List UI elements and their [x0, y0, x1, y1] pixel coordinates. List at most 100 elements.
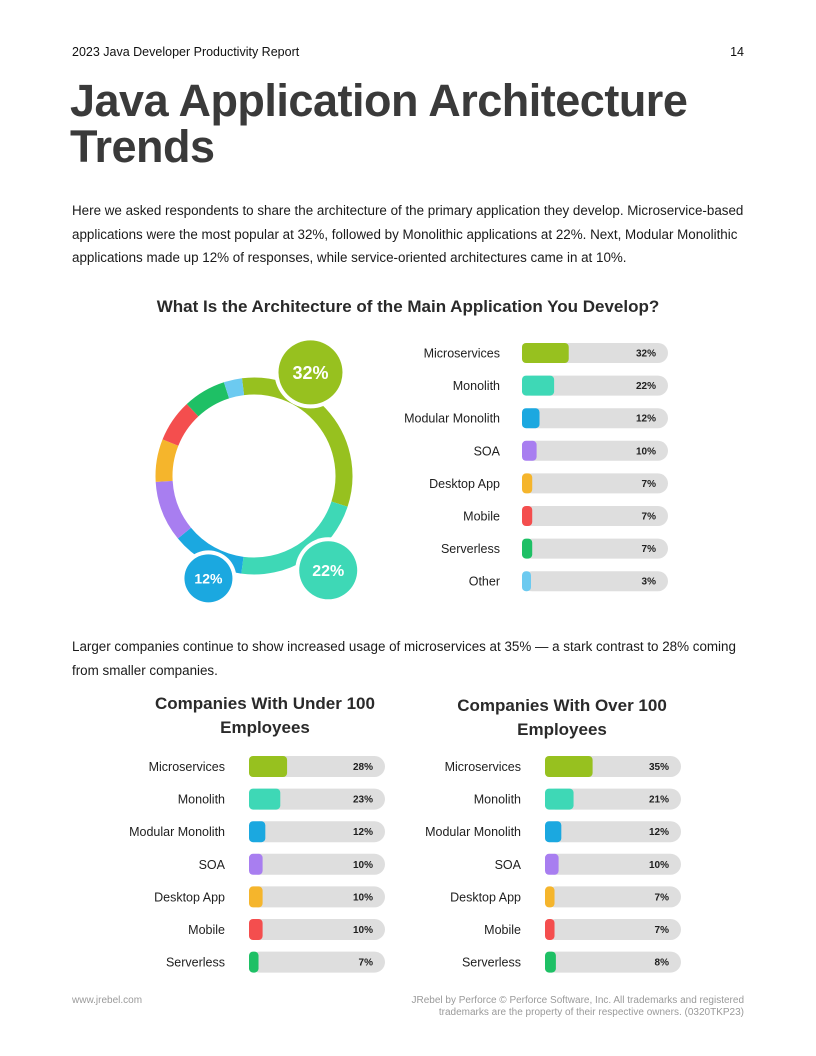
serverless-value-label: 7%	[642, 544, 657, 555]
desktop-app-value-label: 10%	[353, 892, 373, 903]
monolith-value-label: 22%	[636, 381, 656, 392]
main-chart-title: What Is the Architecture of the Main App…	[156, 297, 660, 316]
serverless-bar	[522, 538, 533, 559]
monolith-badge-label: 22%	[312, 563, 344, 580]
microservices-label: Microservices	[149, 760, 225, 774]
desktop-app-label: Desktop App	[429, 477, 500, 491]
soa-bar-track	[545, 853, 681, 875]
desktop-app-bar-track	[249, 886, 385, 908]
modular-monolith-label: Modular Monolith	[129, 825, 225, 839]
microservices-donut-segment	[242, 377, 353, 507]
mobile-label: Mobile	[463, 510, 500, 524]
monolith-badge	[299, 541, 358, 600]
serverless-bar-track	[522, 538, 668, 559]
microservices-bar	[249, 756, 288, 777]
modular-monolith-value-label: 12%	[353, 827, 373, 838]
other-bar	[522, 571, 531, 592]
other-value-label: 3%	[642, 577, 657, 588]
soa-bar-track	[522, 440, 668, 461]
monolith-bar	[545, 788, 574, 810]
desktop-app-bar	[545, 886, 555, 908]
mobile-donut-segment	[162, 403, 199, 446]
modular-monolith-bar	[522, 408, 540, 429]
page-number: 14	[730, 45, 744, 59]
soa-bar-track	[249, 853, 385, 875]
mobile-bar	[522, 506, 533, 526]
intro-paragraph: Here we asked respondents to share the a…	[72, 203, 744, 265]
monolith-label: Monolith	[453, 379, 500, 393]
microservices-badge	[278, 340, 343, 405]
serverless-bar	[249, 951, 259, 973]
microservices-bar	[522, 343, 569, 363]
desktop-app-bar-track	[522, 473, 668, 494]
mobile-bar-track	[522, 506, 668, 526]
company-size-paragraph: Larger companies continue to show increa…	[72, 639, 736, 678]
modular-monolith-bar	[249, 821, 266, 843]
modular-monolith-bar-track	[522, 408, 668, 429]
desktop-app-bar	[249, 886, 263, 908]
page-title: Java Application Architecture Trends	[70, 75, 688, 172]
modular-monolith-badge	[184, 554, 233, 603]
footer-legal: JRebel by Perforce © Perforce Software, …	[411, 995, 744, 1018]
monolith-value-label: 23%	[353, 795, 373, 806]
desktop-app-value-label: 7%	[655, 892, 670, 903]
soa-bar	[522, 440, 537, 461]
report-title: 2023 Java Developer Productivity Report	[72, 45, 300, 59]
soa-value-label: 10%	[636, 446, 656, 457]
desktop-app-label: Desktop App	[450, 890, 521, 904]
microservices-bar	[545, 756, 593, 777]
serverless-value-label: 8%	[655, 958, 670, 969]
soa-bar	[249, 853, 263, 875]
soa-label: SOA	[495, 858, 522, 872]
page-header: 2023 Java Developer Productivity Report …	[72, 45, 744, 59]
soa-bar	[545, 853, 559, 875]
desktop-app-bar-track	[545, 886, 681, 908]
mobile-bar	[545, 919, 555, 940]
microservices-label: Microservices	[424, 347, 500, 361]
under-100-chart-title: Companies With Under 100 Employees	[155, 694, 375, 737]
modular-monolith-label: Modular Monolith	[425, 825, 521, 839]
serverless-label: Serverless	[441, 542, 500, 556]
desktop-app-label: Desktop App	[154, 890, 225, 904]
monolith-bar	[249, 788, 281, 810]
soa-label: SOA	[474, 444, 501, 458]
soa-label: SOA	[199, 858, 226, 872]
serverless-value-label: 7%	[359, 958, 374, 969]
microservices-value-label: 35%	[649, 762, 669, 773]
modular-monolith-label: Modular Monolith	[404, 412, 500, 426]
serverless-bar-track	[249, 951, 385, 973]
soa-donut-segment	[155, 480, 192, 539]
monolith-label: Monolith	[474, 793, 521, 807]
over-100-chart-title: Companies With Over 100 Employees	[457, 696, 667, 739]
other-label: Other	[469, 575, 500, 589]
serverless-bar-track	[545, 951, 681, 973]
mobile-bar	[249, 919, 263, 940]
modular-monolith-badge-label: 12%	[194, 570, 223, 586]
monolith-bar	[522, 375, 555, 396]
desktop-app-donut-segment	[155, 439, 179, 482]
other-bar-track	[522, 571, 668, 592]
modular-monolith-bar	[545, 821, 562, 843]
other-donut-segment	[223, 378, 245, 399]
mobile-value-label: 7%	[642, 512, 657, 523]
footer-url[interactable]: www.jrebel.com	[72, 995, 143, 1006]
modular-monolith-value-label: 12%	[649, 827, 669, 838]
serverless-label: Serverless	[166, 956, 225, 970]
mobile-value-label: 7%	[655, 925, 670, 936]
microservices-badge-label: 32%	[292, 363, 328, 383]
monolith-label: Monolith	[178, 793, 225, 807]
microservices-label: Microservices	[445, 760, 521, 774]
desktop-app-value-label: 7%	[642, 479, 657, 490]
mobile-value-label: 10%	[353, 925, 373, 936]
modular-monolith-value-label: 12%	[636, 414, 656, 425]
serverless-label: Serverless	[462, 956, 521, 970]
monolith-bar-track	[249, 788, 385, 810]
soa-value-label: 10%	[649, 860, 669, 871]
microservices-value-label: 28%	[353, 762, 373, 773]
mobile-label: Mobile	[484, 923, 521, 937]
monolith-bar-track	[545, 788, 681, 810]
monolith-bar-track	[522, 375, 668, 396]
